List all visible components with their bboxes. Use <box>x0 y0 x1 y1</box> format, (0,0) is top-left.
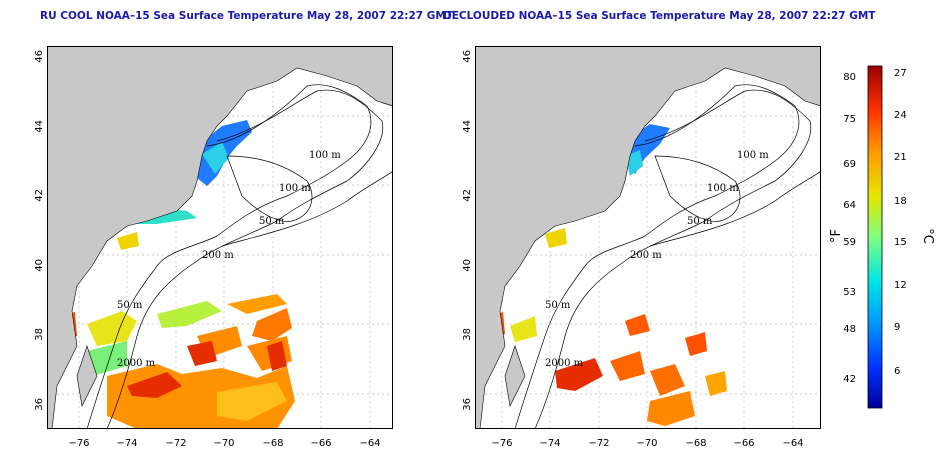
contour-label: 100 m <box>309 150 341 161</box>
contour-label: 50 m <box>117 300 143 311</box>
bathymetry-contours <box>514 84 821 429</box>
map-panel-right: 100 m 100 m 50 m 200 m 50 m 2000 m <box>475 46 821 429</box>
lat-tick: 42 <box>34 189 45 202</box>
lat-tick: 36 <box>462 398 473 411</box>
lon-tick: −72 <box>165 438 186 449</box>
colorbar-svg: 80 75 69 64 59 53 48 42 27 24 21 18 15 1… <box>829 65 935 409</box>
lat-ticks-left: 36 38 40 42 44 46 <box>34 50 45 411</box>
lon-tick: −66 <box>310 438 331 449</box>
c-tick: 18 <box>894 196 907 207</box>
lon-ticks-right: −76 −74 −72 −70 −68 −66 −64 <box>491 438 803 449</box>
lat-tick: 44 <box>34 120 45 133</box>
celsius-label: °C <box>920 228 935 244</box>
panel-title-right: DECLOUDED NOAA–15 Sea Surface Temperatur… <box>443 10 876 22</box>
map-left-svg: 100 m 100 m 50 m 200 m 50 m 2000 m <box>47 46 393 429</box>
lon-tick: −76 <box>68 438 89 449</box>
c-tick: 9 <box>894 322 900 333</box>
contour-labels-left: 100 m 100 m 50 m 200 m 50 m 2000 m <box>117 150 341 369</box>
c-tick: 15 <box>894 237 907 248</box>
panel-title-left: RU COOL NOAA–15 Sea Surface Temperature … <box>40 10 454 22</box>
f-tick: 59 <box>843 237 856 248</box>
map-frame <box>47 46 393 429</box>
lon-tick: −64 <box>359 438 380 449</box>
lon-ticks-left: −76 −74 −72 −70 −68 −66 −64 <box>68 438 380 449</box>
lat-tick: 46 <box>462 50 473 63</box>
bathymetry-contours <box>86 84 393 429</box>
contour-label: 100 m <box>707 183 739 194</box>
map-panel-left: 100 m 100 m 50 m 200 m 50 m 2000 m <box>47 46 393 429</box>
c-tick: 12 <box>894 280 907 291</box>
contour-label: 200 m <box>630 250 662 261</box>
lon-tick: −74 <box>116 438 137 449</box>
lon-tick: −66 <box>733 438 754 449</box>
f-tick: 69 <box>843 159 856 170</box>
colorbar: 80 75 69 64 59 53 48 42 27 24 21 18 15 1… <box>826 60 936 420</box>
map-frame <box>475 46 821 429</box>
lon-tick: −68 <box>685 438 706 449</box>
contour-label: 50 m <box>259 216 285 227</box>
f-tick: 42 <box>843 374 856 385</box>
lat-tick: 44 <box>462 120 473 133</box>
f-tick: 53 <box>843 287 856 298</box>
colorbar-f-ticks: 80 75 69 64 59 53 48 42 <box>843 72 856 385</box>
contour-labels-right: 100 m 100 m 50 m 200 m 50 m 2000 m <box>545 150 769 369</box>
contour-label: 2000 m <box>545 358 584 369</box>
c-tick: 6 <box>894 366 900 377</box>
contour-label: 2000 m <box>117 358 156 369</box>
lat-tick: 42 <box>462 189 473 202</box>
lat-tick: 46 <box>34 50 45 63</box>
lat-tick: 40 <box>34 259 45 272</box>
lat-ticks-right: 36 38 40 42 44 46 <box>462 50 473 411</box>
coastline-land <box>47 46 393 429</box>
colorbar-gradient <box>867 65 883 409</box>
lon-tick: −76 <box>491 438 512 449</box>
contour-label: 100 m <box>279 183 311 194</box>
lon-tick: −68 <box>262 438 283 449</box>
f-tick: 64 <box>843 200 856 211</box>
lon-tick: −70 <box>636 438 657 449</box>
coastline-land <box>475 46 821 429</box>
lon-tick: −72 <box>588 438 609 449</box>
c-tick: 27 <box>894 68 907 79</box>
contour-label: 100 m <box>737 150 769 161</box>
f-tick: 75 <box>843 114 856 125</box>
lon-tick: −64 <box>782 438 803 449</box>
contour-label: 50 m <box>545 300 571 311</box>
f-tick: 48 <box>843 324 856 335</box>
lat-tick: 38 <box>34 328 45 341</box>
lon-tick: −74 <box>539 438 560 449</box>
colorbar-c-ticks: 27 24 21 18 15 12 9 6 <box>894 68 907 377</box>
lat-tick: 40 <box>462 259 473 272</box>
contour-label: 50 m <box>687 216 713 227</box>
f-tick: 80 <box>843 72 856 83</box>
fahrenheit-label: °F <box>829 229 844 243</box>
map-right-svg: 100 m 100 m 50 m 200 m 50 m 2000 m <box>475 46 821 429</box>
contour-label: 200 m <box>202 250 234 261</box>
lat-tick: 38 <box>462 328 473 341</box>
c-tick: 24 <box>894 110 907 121</box>
lon-tick: −70 <box>213 438 234 449</box>
lat-tick: 36 <box>34 398 45 411</box>
c-tick: 21 <box>894 152 907 163</box>
